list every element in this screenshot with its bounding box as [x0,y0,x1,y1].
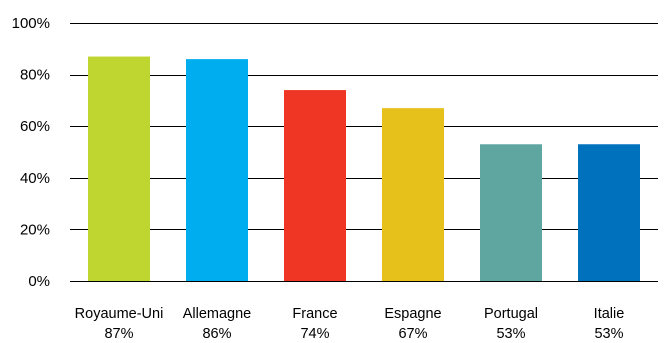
bar-italie [578,144,640,281]
y-tick-label: 80% [20,67,50,84]
y-axis-tick-labels: 0% 20% 40% 60% 80% 100% [12,15,50,290]
category-label: Portugal [484,306,538,322]
value-label: 74% [300,326,329,342]
y-tick-label: 20% [20,221,50,238]
y-tick-label: 40% [20,170,50,187]
value-label: 53% [594,326,623,342]
bar-portugal [480,144,542,281]
bar-royaume-uni [88,56,150,281]
category-label: Espagne [384,306,441,322]
category-label: France [292,306,337,322]
category-label: Italie [594,306,625,322]
value-label: 67% [398,326,427,342]
category-label: Royaume-Uni [75,306,164,322]
value-label: 53% [496,326,525,342]
value-label: 86% [202,326,231,342]
bars [88,56,640,282]
y-tick-label: 0% [28,273,50,290]
category-label: Allemagne [183,306,252,322]
y-tick-label: 60% [20,118,50,135]
value-label: 87% [104,326,133,342]
bar-allemagne [186,59,248,282]
y-tick-label: 100% [12,15,50,32]
bar-france [284,90,346,281]
gridlines [70,23,658,282]
bar-espagne [382,108,444,281]
x-axis-labels: Royaume-Uni 87% Allemagne 86% France 74% Espag… [75,306,625,342]
